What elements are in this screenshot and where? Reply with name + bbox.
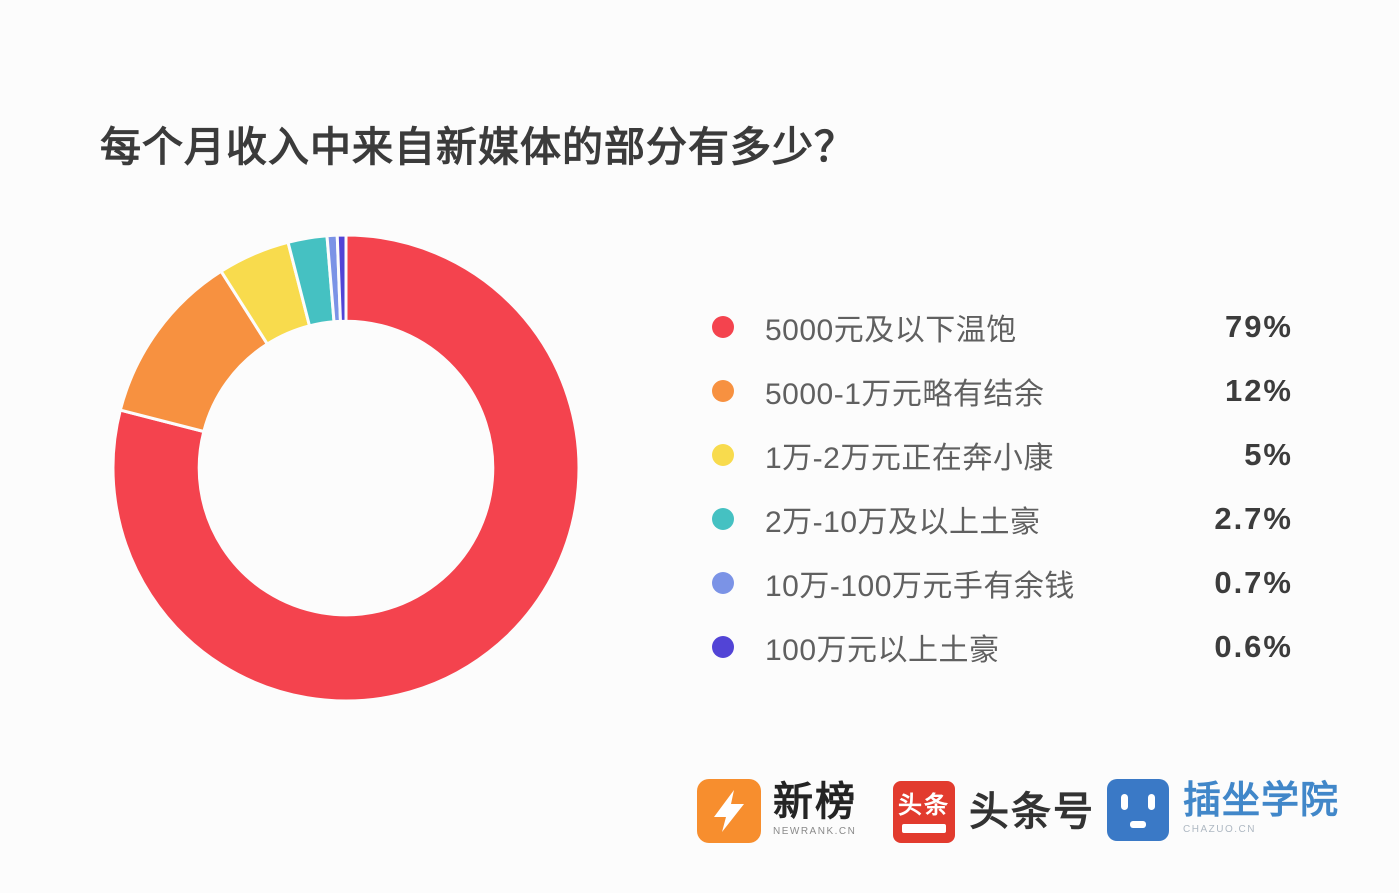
- legend-item-4: 2万-10万及以上土豪 2.7%: [712, 487, 1293, 551]
- brand-newrank: 新榜 NEWRANK.CN: [697, 779, 857, 843]
- legend-item-percentage: 12%: [1224, 373, 1293, 408]
- legend-item-label: 1万-2万元正在奔小康: [765, 442, 1054, 475]
- chart-legend: 5000元及以下温饱 79% 5000-1万元略有结余 12% 1万-2万元正在奔小康 5…: [712, 295, 1293, 679]
- robot-right-eye-icon: [1148, 794, 1155, 810]
- robot-left-eye-icon: [1121, 794, 1128, 810]
- chazuo-wordmark: 插坐学院: [1183, 780, 1340, 822]
- newrank-url-caption: NEWRANK.CN: [773, 826, 857, 837]
- legend-color-dot: [712, 508, 734, 530]
- chazuo-url-caption: CHAZUO.CN: [1183, 824, 1256, 835]
- toutiao-icon-white-bar: [902, 823, 946, 833]
- toutiao-wordmark: 头条号: [969, 790, 1095, 834]
- legend-item-label: 5000元及以下温饱: [765, 314, 1017, 347]
- legend-color-dot: [712, 636, 734, 658]
- legend-color-dot: [712, 380, 734, 402]
- legend-item-percentage: 79%: [1224, 309, 1293, 344]
- newrank-logo-icon: [697, 779, 761, 843]
- robot-mouth-icon: [1130, 821, 1146, 828]
- legend-item-label: 5000-1万元略有结余: [765, 378, 1045, 411]
- legend-item-3: 1万-2万元正在奔小康 5%: [712, 423, 1293, 487]
- legend-item-label: 100万元以上土豪: [765, 634, 1000, 667]
- legend-color-dot: [712, 444, 734, 466]
- donut-slice-1: [111, 233, 581, 703]
- donut-slice-6: [335, 233, 348, 323]
- newrank-wordmark: 新榜: [773, 780, 857, 824]
- donut-chart: [111, 233, 581, 703]
- brand-toutiao: 头条 头条号: [893, 781, 1095, 843]
- toutiao-icon-characters: 头条: [898, 791, 950, 819]
- legend-item-percentage: 2.7%: [1214, 501, 1293, 536]
- legend-item-2: 5000-1万元略有结余 12%: [712, 359, 1293, 423]
- legend-color-dot: [712, 572, 734, 594]
- brand-chazuo: 插坐学院 CHAZUO.CN: [1107, 779, 1339, 841]
- legend-item-label: 2万-10万及以上土豪: [765, 506, 1041, 539]
- chart-title: 每个月收入中来自新媒体的部分有多少？: [100, 124, 856, 171]
- newrank-lightning-n-icon: [714, 790, 744, 832]
- legend-item-percentage: 0.7%: [1214, 565, 1293, 600]
- legend-item-percentage: 5%: [1244, 437, 1293, 472]
- donut-chart-svg: [111, 233, 581, 703]
- legend-color-dot: [712, 316, 734, 338]
- legend-item-5: 10万-100万元手有余钱 0.7%: [712, 551, 1293, 615]
- legend-item-percentage: 0.6%: [1214, 629, 1293, 664]
- legend-item-6: 100万元以上土豪 0.6%: [712, 615, 1293, 679]
- chazuo-robot-face-icon: [1107, 779, 1169, 841]
- legend-item-label: 10万-100万元手有余钱: [765, 570, 1075, 603]
- toutiao-logo-icon: 头条: [893, 781, 955, 843]
- legend-item-1: 5000元及以下温饱 79%: [712, 295, 1293, 359]
